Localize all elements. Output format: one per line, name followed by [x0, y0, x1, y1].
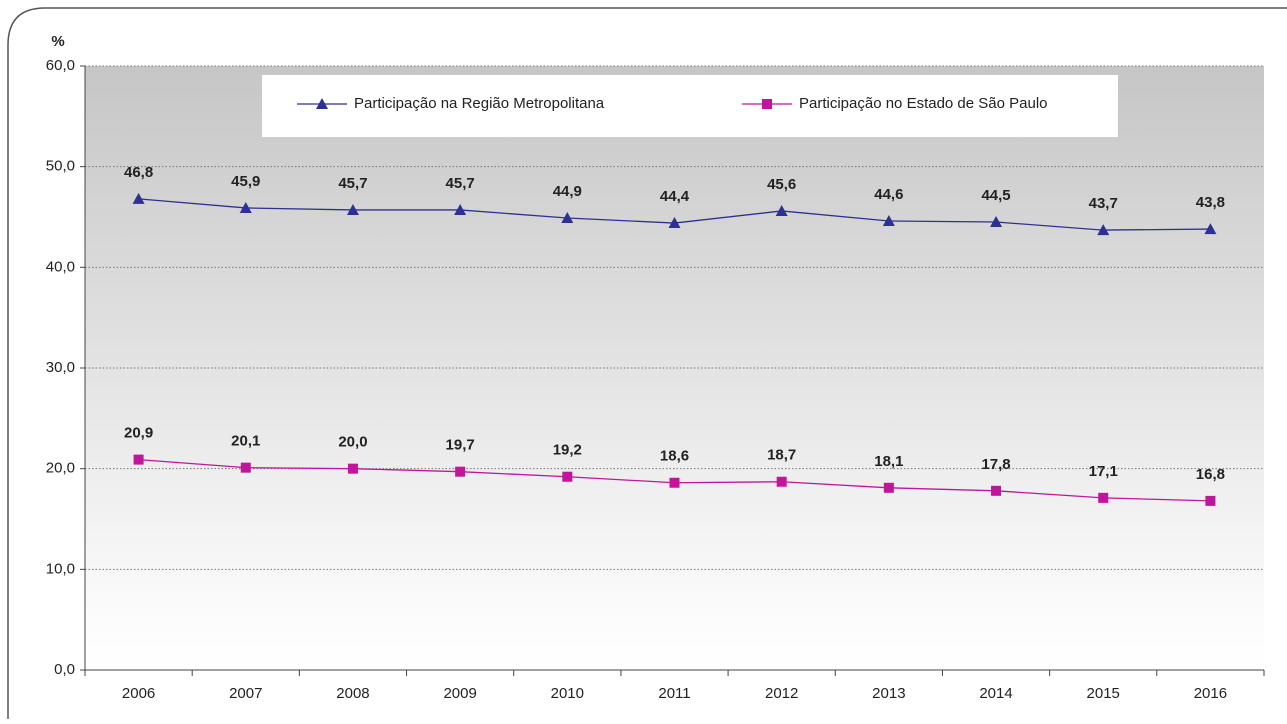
x-tick-label: 2007 [229, 685, 262, 702]
marker [562, 471, 573, 482]
value-label: 19,2 [553, 442, 582, 459]
legend-label: Participação no Estado de São Paulo [799, 95, 1048, 112]
marker [347, 463, 358, 474]
value-label: 20,9 [124, 425, 153, 442]
value-label: 18,1 [874, 453, 903, 470]
marker [316, 98, 328, 109]
y-axis-label: % [51, 33, 64, 50]
x-tick-label: 2011 [658, 685, 690, 702]
value-label: 45,7 [446, 175, 475, 192]
x-tick-label: 2008 [336, 685, 369, 702]
y-tick-label: 30,0 [46, 359, 75, 376]
value-label: 20,0 [338, 434, 367, 451]
marker [454, 203, 467, 215]
marker [775, 204, 788, 216]
value-label: 44,5 [981, 187, 1010, 204]
marker [240, 462, 251, 473]
y-tick-label: 40,0 [46, 258, 75, 275]
x-tick-label: 2013 [872, 685, 905, 702]
marker [762, 99, 772, 109]
marker [455, 466, 466, 477]
x-tick-label: 2015 [1087, 685, 1120, 702]
y-tick-label: 50,0 [46, 158, 75, 175]
value-label: 19,7 [446, 437, 475, 454]
y-tick-label: 60,0 [46, 57, 75, 74]
value-label: 44,9 [553, 183, 582, 200]
value-label: 18,6 [660, 448, 689, 465]
value-label: 17,8 [981, 456, 1010, 473]
x-tick-label: 2010 [551, 685, 584, 702]
x-tick-label: 2009 [443, 685, 476, 702]
marker [132, 192, 145, 204]
marker [668, 217, 681, 229]
y-tick-label: 10,0 [46, 560, 75, 577]
marker [882, 215, 895, 227]
value-label: 44,6 [874, 186, 903, 203]
marker [133, 454, 144, 465]
frame [7, 7, 1287, 719]
value-label: 45,7 [338, 175, 367, 192]
value-label: 45,6 [767, 176, 796, 193]
legend-label: Participação na Região Metropolitana [354, 95, 605, 112]
legend [262, 75, 1118, 137]
value-label: 16,8 [1196, 466, 1225, 483]
marker [346, 203, 359, 215]
y-tick-label: 0,0 [54, 661, 75, 678]
value-label: 43,8 [1196, 194, 1225, 211]
value-label: 43,7 [1089, 195, 1118, 212]
value-label: 45,9 [231, 173, 260, 190]
marker [669, 477, 680, 488]
value-label: 17,1 [1089, 463, 1118, 480]
marker [883, 482, 894, 493]
x-tick-label: 2012 [765, 685, 798, 702]
value-label: 18,7 [767, 447, 796, 464]
value-label: 20,1 [231, 433, 260, 450]
marker [239, 201, 252, 213]
x-tick-label: 2016 [1194, 685, 1227, 702]
marker [561, 212, 574, 224]
marker [1204, 223, 1217, 235]
marker [1205, 495, 1216, 506]
marker [990, 216, 1003, 228]
marker [991, 485, 1002, 496]
marker [1098, 492, 1109, 503]
marker [1097, 224, 1110, 236]
x-tick-label: 2014 [979, 685, 1012, 702]
y-tick-label: 20,0 [46, 460, 75, 477]
value-label: 46,8 [124, 164, 153, 181]
x-tick-label: 2006 [122, 685, 155, 702]
value-label: 44,4 [660, 188, 690, 205]
marker [776, 476, 787, 487]
